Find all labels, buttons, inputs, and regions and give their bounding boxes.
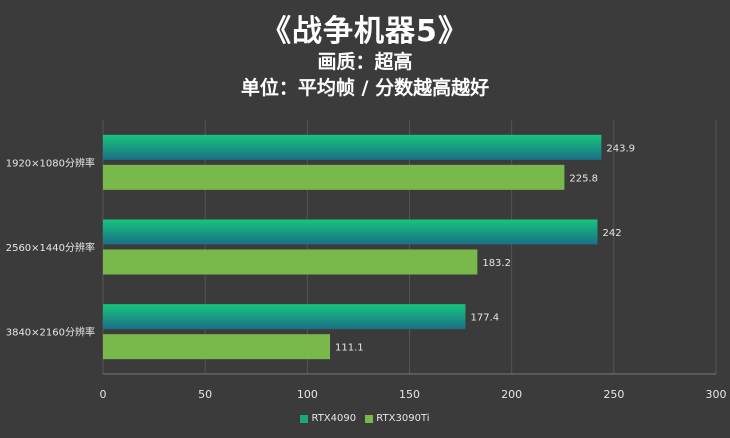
x-tick-label: 300 xyxy=(706,388,727,401)
legend-swatch-rtx3090ti xyxy=(365,414,374,423)
x-tick-label: 50 xyxy=(198,388,212,401)
category-label: 2560×1440分辨率 xyxy=(6,241,95,254)
x-tick-label: 250 xyxy=(603,388,624,401)
legend-swatch-rtx4090 xyxy=(300,414,309,423)
legend-label-rtx4090: RTX4090 xyxy=(311,413,357,424)
chart-unit-note: 单位：平均帧 / 分数越高越好 xyxy=(240,77,490,99)
bar-rtx3090ti-1 xyxy=(103,164,565,190)
bar-rtx3090ti-2 xyxy=(103,249,478,275)
category-label: 1920×1080分辨率 xyxy=(6,156,95,169)
category-label: 3840×2160分辨率 xyxy=(6,326,95,339)
legend-item-rtx4090: RTX4090 xyxy=(300,413,356,424)
chart-subtitle: 画质：超高 xyxy=(317,51,413,73)
legend-label-rtx3090ti: RTX3090Ti xyxy=(376,413,430,424)
legend: RTX4090 RTX3090Ti xyxy=(0,413,730,426)
x-tick-label: 0 xyxy=(100,388,107,401)
grid-lines xyxy=(102,120,717,375)
data-label: 183.2 xyxy=(482,258,511,269)
bar-rtx3090ti-3 xyxy=(103,334,331,360)
data-label: 243.9 xyxy=(606,143,635,154)
data-label: 242 xyxy=(602,228,621,239)
data-label: 177.4 xyxy=(470,313,499,324)
legend-item-rtx3090ti: RTX3090Ti xyxy=(365,413,430,424)
x-tick-label: 200 xyxy=(501,388,522,401)
bar-rtx4090-2 xyxy=(103,219,598,245)
labels: 0 50 100 150 200 250 300 243.9 225.8 1920×1080分辨率… xyxy=(6,143,727,401)
x-tick-label: 150 xyxy=(399,388,420,401)
data-label: 225.8 xyxy=(569,173,598,184)
chart-title: 《战争机器5》 xyxy=(261,14,469,49)
bar-rtx4090-3 xyxy=(103,304,466,330)
x-tick-label: 100 xyxy=(297,388,318,401)
data-label: 111.1 xyxy=(335,343,364,354)
bar-rtx4090-1 xyxy=(103,134,602,160)
bars xyxy=(103,134,602,360)
